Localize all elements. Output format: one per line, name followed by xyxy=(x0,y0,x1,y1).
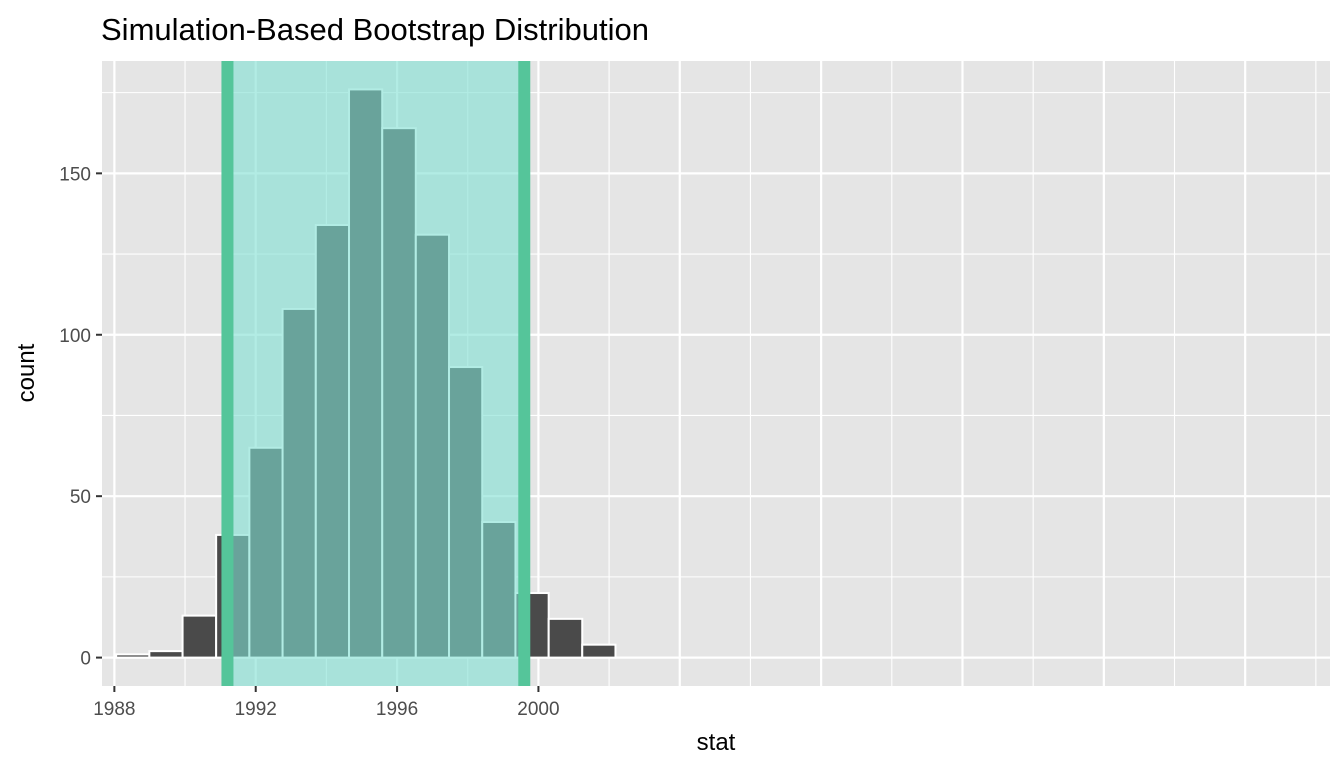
x-axis-ticks: 1988 1992 1996 2000 xyxy=(93,686,560,720)
y-tick-label: 150 xyxy=(59,164,91,185)
x-tick-label: 1992 xyxy=(235,699,277,720)
y-tick-label: 0 xyxy=(80,649,91,670)
x-tick-label: 1996 xyxy=(376,699,418,720)
confidence-interval-shade xyxy=(227,61,525,686)
y-axis-title: count xyxy=(13,343,40,402)
chart-title: Simulation-Based Bootstrap Distribution xyxy=(101,12,649,47)
histogram-bar xyxy=(547,617,584,659)
y-tick-label: 100 xyxy=(59,326,91,347)
y-axis-ticks: 0 50 100 150 xyxy=(59,164,102,670)
x-tick-label: 2000 xyxy=(517,699,559,720)
histogram-bar xyxy=(581,643,617,659)
x-axis-title: stat xyxy=(697,729,736,756)
y-tick-label: 50 xyxy=(70,487,91,508)
histogram-bar xyxy=(148,650,184,659)
histogram-bar xyxy=(181,614,218,659)
x-tick-label: 1988 xyxy=(93,699,135,720)
histogram-bar xyxy=(115,653,151,659)
